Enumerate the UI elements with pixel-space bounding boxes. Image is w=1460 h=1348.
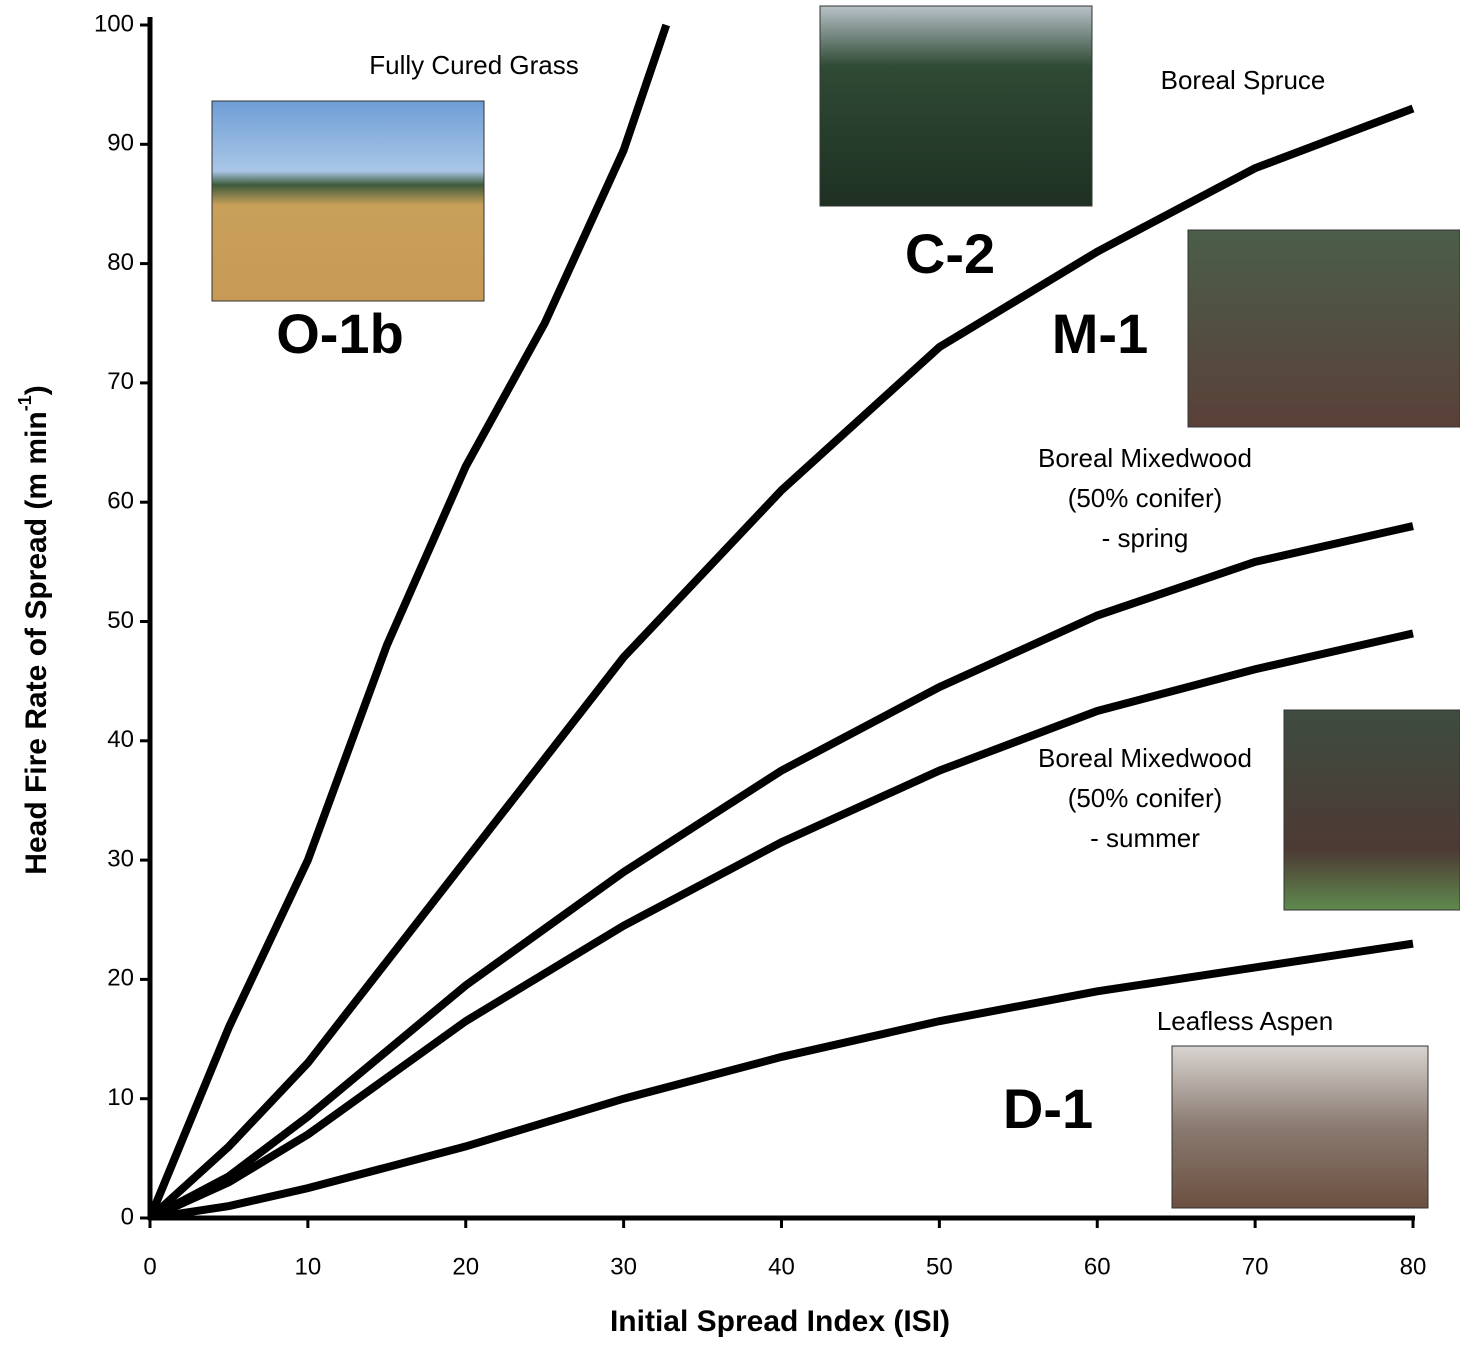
- annotation: D-1: [1003, 1077, 1093, 1140]
- y-tick-label: 80: [107, 249, 134, 276]
- annotation: Leafless Aspen: [1157, 1006, 1333, 1036]
- x-tick-label: 40: [768, 1253, 795, 1280]
- y-tick-label: 10: [107, 1084, 134, 1111]
- y-tick-label: 40: [107, 726, 134, 753]
- y-tick-label: 30: [107, 845, 134, 872]
- y-axis-title-end: ): [20, 385, 53, 395]
- photo-aspen: [1172, 1046, 1428, 1208]
- x-axis-title: Initial Spread Index (ISI): [610, 1305, 950, 1338]
- y-tick-label: 0: [121, 1203, 134, 1230]
- x-tick-label: 30: [610, 1253, 637, 1280]
- y-tick-label: 20: [107, 965, 134, 992]
- x-tick-label: 10: [295, 1253, 322, 1280]
- annotation: Boreal Mixedwood: [1038, 743, 1252, 773]
- y-axis-title: Head Fire Rate of Spread (m min-1): [15, 385, 53, 874]
- chart: Initial Spread Index (ISI) Head Fire Rat…: [0, 0, 1460, 1348]
- annotation: M-1: [1052, 302, 1148, 365]
- x-tick-label: 70: [1242, 1253, 1269, 1280]
- photo-spruce: [820, 6, 1092, 206]
- annotation: Fully Cured Grass: [369, 50, 579, 80]
- annotation: - summer: [1090, 823, 1200, 853]
- annotation: (50% conifer): [1068, 783, 1223, 813]
- photo-mixedwood-summer: [1284, 710, 1460, 910]
- annotation: (50% conifer): [1068, 483, 1223, 513]
- y-axis-title-sup: -1: [15, 395, 35, 411]
- y-tick-label: 60: [107, 488, 134, 515]
- y-tick-label: 100: [94, 10, 134, 37]
- y-tick-label: 70: [107, 368, 134, 395]
- photo-mixedwood-spring: [1188, 230, 1460, 427]
- y-axis-title-main: Head Fire Rate of Spread (m min: [20, 411, 53, 874]
- x-tick-label: 0: [143, 1253, 156, 1280]
- x-tick-label: 20: [452, 1253, 479, 1280]
- annotation: - spring: [1102, 523, 1189, 553]
- y-tick-label: 90: [107, 130, 134, 157]
- photo-grass: [212, 101, 484, 301]
- annotation: Boreal Spruce: [1161, 65, 1326, 95]
- annotation: O-1b: [276, 302, 404, 365]
- annotation: C-2: [905, 222, 995, 285]
- x-tick-label: 50: [926, 1253, 953, 1280]
- annotation: Boreal Mixedwood: [1038, 443, 1252, 473]
- x-tick-label: 80: [1400, 1253, 1427, 1280]
- x-tick-label: 60: [1084, 1253, 1111, 1280]
- y-tick-label: 50: [107, 607, 134, 634]
